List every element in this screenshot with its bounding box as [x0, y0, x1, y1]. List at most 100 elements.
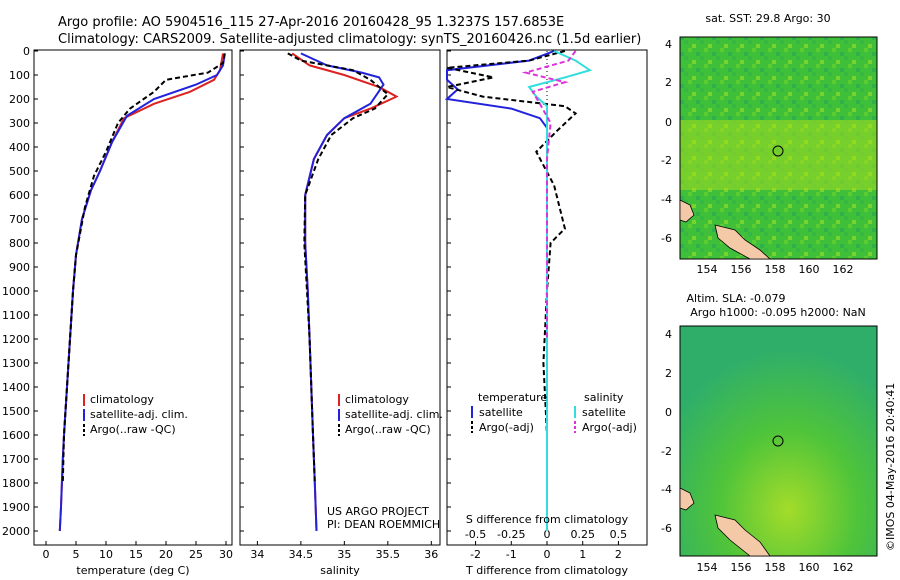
sla-map-frame [679, 325, 878, 557]
sst-lat-label: -4 [661, 193, 672, 206]
sla-lon-label: 156 [731, 561, 752, 574]
sst-coast [679, 199, 695, 223]
salinity-panel-frame [239, 49, 441, 546]
temperature-series [58, 53, 226, 532]
sst-lat-label: -6 [661, 232, 672, 245]
x-tick-label: 20 [159, 548, 173, 561]
sst-map-title: sat. SST: 29.8 Argo: 30 [705, 12, 830, 25]
x-tick-label: 1 [579, 548, 586, 561]
difference-xlabel: T difference from climatology [465, 564, 628, 577]
x-tick-label: 0 [43, 548, 50, 561]
sst-lon-label: 160 [799, 263, 820, 276]
sla-lat-label: 0 [665, 406, 672, 419]
sla-map-title1: Altim. SLA: -0.079 [686, 292, 785, 305]
x-tick-label-s: -0.25 [497, 528, 525, 541]
x-tick-label: 10 [99, 548, 113, 561]
sst-lon-label: 154 [697, 263, 718, 276]
salinity-x-axis: 34 34.5 35 35.5 36 [250, 541, 438, 561]
series-line-satellite-adj-clim- [58, 53, 226, 532]
series-line-argo-raw-qc- [287, 52, 390, 484]
sst-map [679, 36, 878, 260]
sst-lat-label: -2 [661, 154, 672, 167]
sst-warm-band [680, 120, 877, 190]
depth-tick-label: 1600 [2, 429, 30, 442]
x-tick-label: 36 [424, 548, 438, 561]
legend-label-sal-satellite: satellite [582, 406, 626, 419]
depth-tick-label: 1200 [2, 333, 30, 346]
header-line2: Climatology: CARS2009. Satellite-adjuste… [58, 32, 641, 47]
x-tick-label: -1 [506, 548, 517, 561]
salinity-series [287, 52, 399, 532]
depth-tick-label: 900 [9, 261, 30, 274]
series-line-argo-raw-qc- [61, 53, 226, 484]
imos-stamp: ©IMOS 04-May-2016 20:40:41 [884, 383, 897, 551]
depth-tick-label: 1700 [2, 453, 30, 466]
x-tick-label: 25 [189, 548, 203, 561]
series-line-climatology [58, 53, 224, 532]
depth-tick-label: 1400 [2, 381, 30, 394]
depth-tick-label: 200 [9, 93, 30, 106]
legend-label-satellite: satellite-adj. clim. [345, 408, 443, 421]
legend-title-salinity: salinity [584, 391, 624, 404]
x-tick-label-s: 0.5 [610, 528, 628, 541]
series-line-salinity-satellite [527, 50, 593, 531]
temperature-legend: climatology satellite-adj. clim. Argo(..… [83, 393, 188, 436]
x-tick-label: 34.5 [289, 548, 314, 561]
sla-lon-label: 160 [799, 561, 820, 574]
sla-lon-label: 158 [765, 561, 786, 574]
depth-tick-label: 1500 [2, 405, 30, 418]
sst-lat-label: 4 [665, 38, 672, 51]
difference-xlabel-top: S difference from climatology [466, 513, 629, 526]
sst-argo-marker [772, 145, 784, 157]
credit-pi: PI: DEAN ROEMMICH [327, 518, 440, 531]
depth-tick-label: 700 [9, 213, 30, 226]
sst-coast [714, 224, 772, 260]
depth-tick-label: 600 [9, 189, 30, 202]
depth-tick-label: 1300 [2, 357, 30, 370]
sla-map-field [680, 326, 877, 556]
depth-tick-label: 2000 [2, 525, 30, 538]
temperature-panel-frame [33, 49, 233, 546]
depth-tick-label: 1100 [2, 309, 30, 322]
x-tick-label: 34 [250, 548, 264, 561]
sst-lon-label: 156 [731, 263, 752, 276]
sla-lat-label: 4 [665, 328, 672, 341]
legend-label-sal-argo: Argo(-adj) [582, 421, 637, 434]
x-tick-label: 35 [337, 548, 351, 561]
x-tick-label: 35.5 [376, 548, 401, 561]
depth-tick-label: 1800 [2, 477, 30, 490]
x-tick-label: -2 [470, 548, 481, 561]
salinity-xlabel: salinity [320, 564, 360, 577]
x-tick-label: 15 [129, 548, 143, 561]
sla-lat-label: -4 [661, 483, 672, 496]
x-tick-label-s: 0.25 [570, 528, 595, 541]
series-line-temperature-satellite [444, 50, 555, 531]
x-tick-label-s: 0 [544, 528, 551, 541]
legend-label-climatology: climatology [345, 393, 409, 406]
sst-map-frame [679, 36, 878, 260]
salinity-legend: climatology satellite-adj. clim. Argo(..… [338, 393, 443, 436]
depth-tick-label: 400 [9, 141, 30, 154]
legend-label-temp-argo: Argo(-adj) [479, 421, 534, 434]
series-line-satellite-adj-clim- [300, 52, 385, 532]
x-tick-label: 0 [544, 548, 551, 561]
legend-label-argo: Argo(..raw -QC) [345, 423, 431, 436]
sla-coast [679, 487, 695, 511]
sst-lon-label: 158 [765, 263, 786, 276]
map-axes: 154 154 156 156 158 158 160 160 162 162 4 4 2 2 0 0 -2 -2… [661, 38, 853, 574]
temperature-xlabel: temperature (deg C) [76, 564, 189, 577]
depth-tick-label: 300 [9, 117, 30, 130]
sla-lon-label: 162 [833, 561, 854, 574]
legend-label-argo: Argo(..raw -QC) [90, 423, 176, 436]
series-line-salinity-argo-adj- [521, 50, 577, 339]
legend-label-satellite: satellite-adj. clim. [90, 408, 188, 421]
sst-lat-label: 2 [665, 76, 672, 89]
sla-lat-label: -2 [661, 445, 672, 458]
sst-lat-label: 0 [665, 116, 672, 129]
depth-tick-label: 0 [23, 45, 30, 58]
x-tick-label-s: -0.5 [465, 528, 486, 541]
depth-tick-label: 1900 [2, 501, 30, 514]
sla-map-title2: Argo h1000: -0.095 h2000: NaN [690, 306, 866, 319]
depth-tick-label: 800 [9, 237, 30, 250]
legend-title-temperature: temperature [478, 391, 547, 404]
